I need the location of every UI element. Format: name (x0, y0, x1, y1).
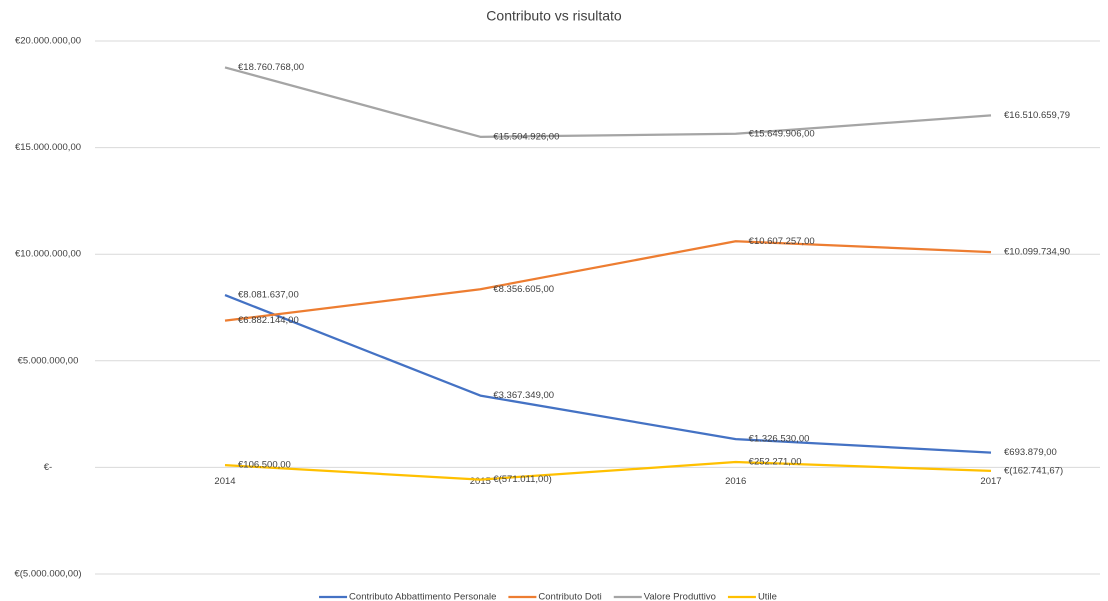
x-tick-label: 2017 (980, 476, 1001, 487)
data-label: €8.081.637,00 (238, 290, 299, 301)
legend-label: Contributo Abbattimento Personale (349, 592, 496, 601)
y-tick-label: €5.000.000,00 (18, 355, 79, 366)
x-tick-label: 2014 (214, 476, 235, 487)
chart-title: Contributo vs risultato (486, 8, 622, 24)
series-line (224, 294, 992, 454)
legend-label: Contributo Doti (538, 592, 601, 601)
data-label: €15.649.906,00 (749, 128, 815, 139)
data-label: €18.760.768,00 (238, 62, 304, 73)
x-tick-label: 2016 (725, 476, 746, 487)
data-label: €8.356.605,00 (493, 284, 554, 295)
data-label: €10.099.734,90 (1004, 247, 1070, 258)
y-tick-label: €20.000.000,00 (15, 36, 81, 47)
data-label: €3.367.349,00 (493, 390, 554, 401)
data-label: €252.271,00 (749, 457, 802, 468)
data-label: €16.510.659,79 (1004, 110, 1070, 121)
data-label: €15.504.926,00 (493, 131, 559, 142)
y-tick-label: €- (44, 462, 52, 473)
legend-label: Utile (758, 592, 777, 601)
data-label: €693.879,00 (1004, 447, 1057, 458)
legend-label: Valore Produttivo (644, 592, 716, 601)
y-tick-label: €10.000.000,00 (15, 249, 81, 260)
data-label: €106.500,00 (238, 460, 291, 471)
data-label: €6.882.144,00 (238, 315, 299, 326)
y-tick-label: €15.000.000,00 (15, 142, 81, 153)
x-tick-label: 2015 (470, 476, 491, 487)
y-tick-label: €(5.000.000,00) (14, 569, 81, 580)
series-line (224, 240, 992, 322)
data-label: €(571.011,00) (493, 474, 551, 485)
data-label: €1.326.530,00 (749, 434, 810, 445)
data-label: €(162.741,67) (1004, 465, 1063, 476)
series-line (224, 460, 992, 481)
series-line (224, 66, 992, 138)
data-label: €10.607.257,00 (749, 236, 815, 247)
